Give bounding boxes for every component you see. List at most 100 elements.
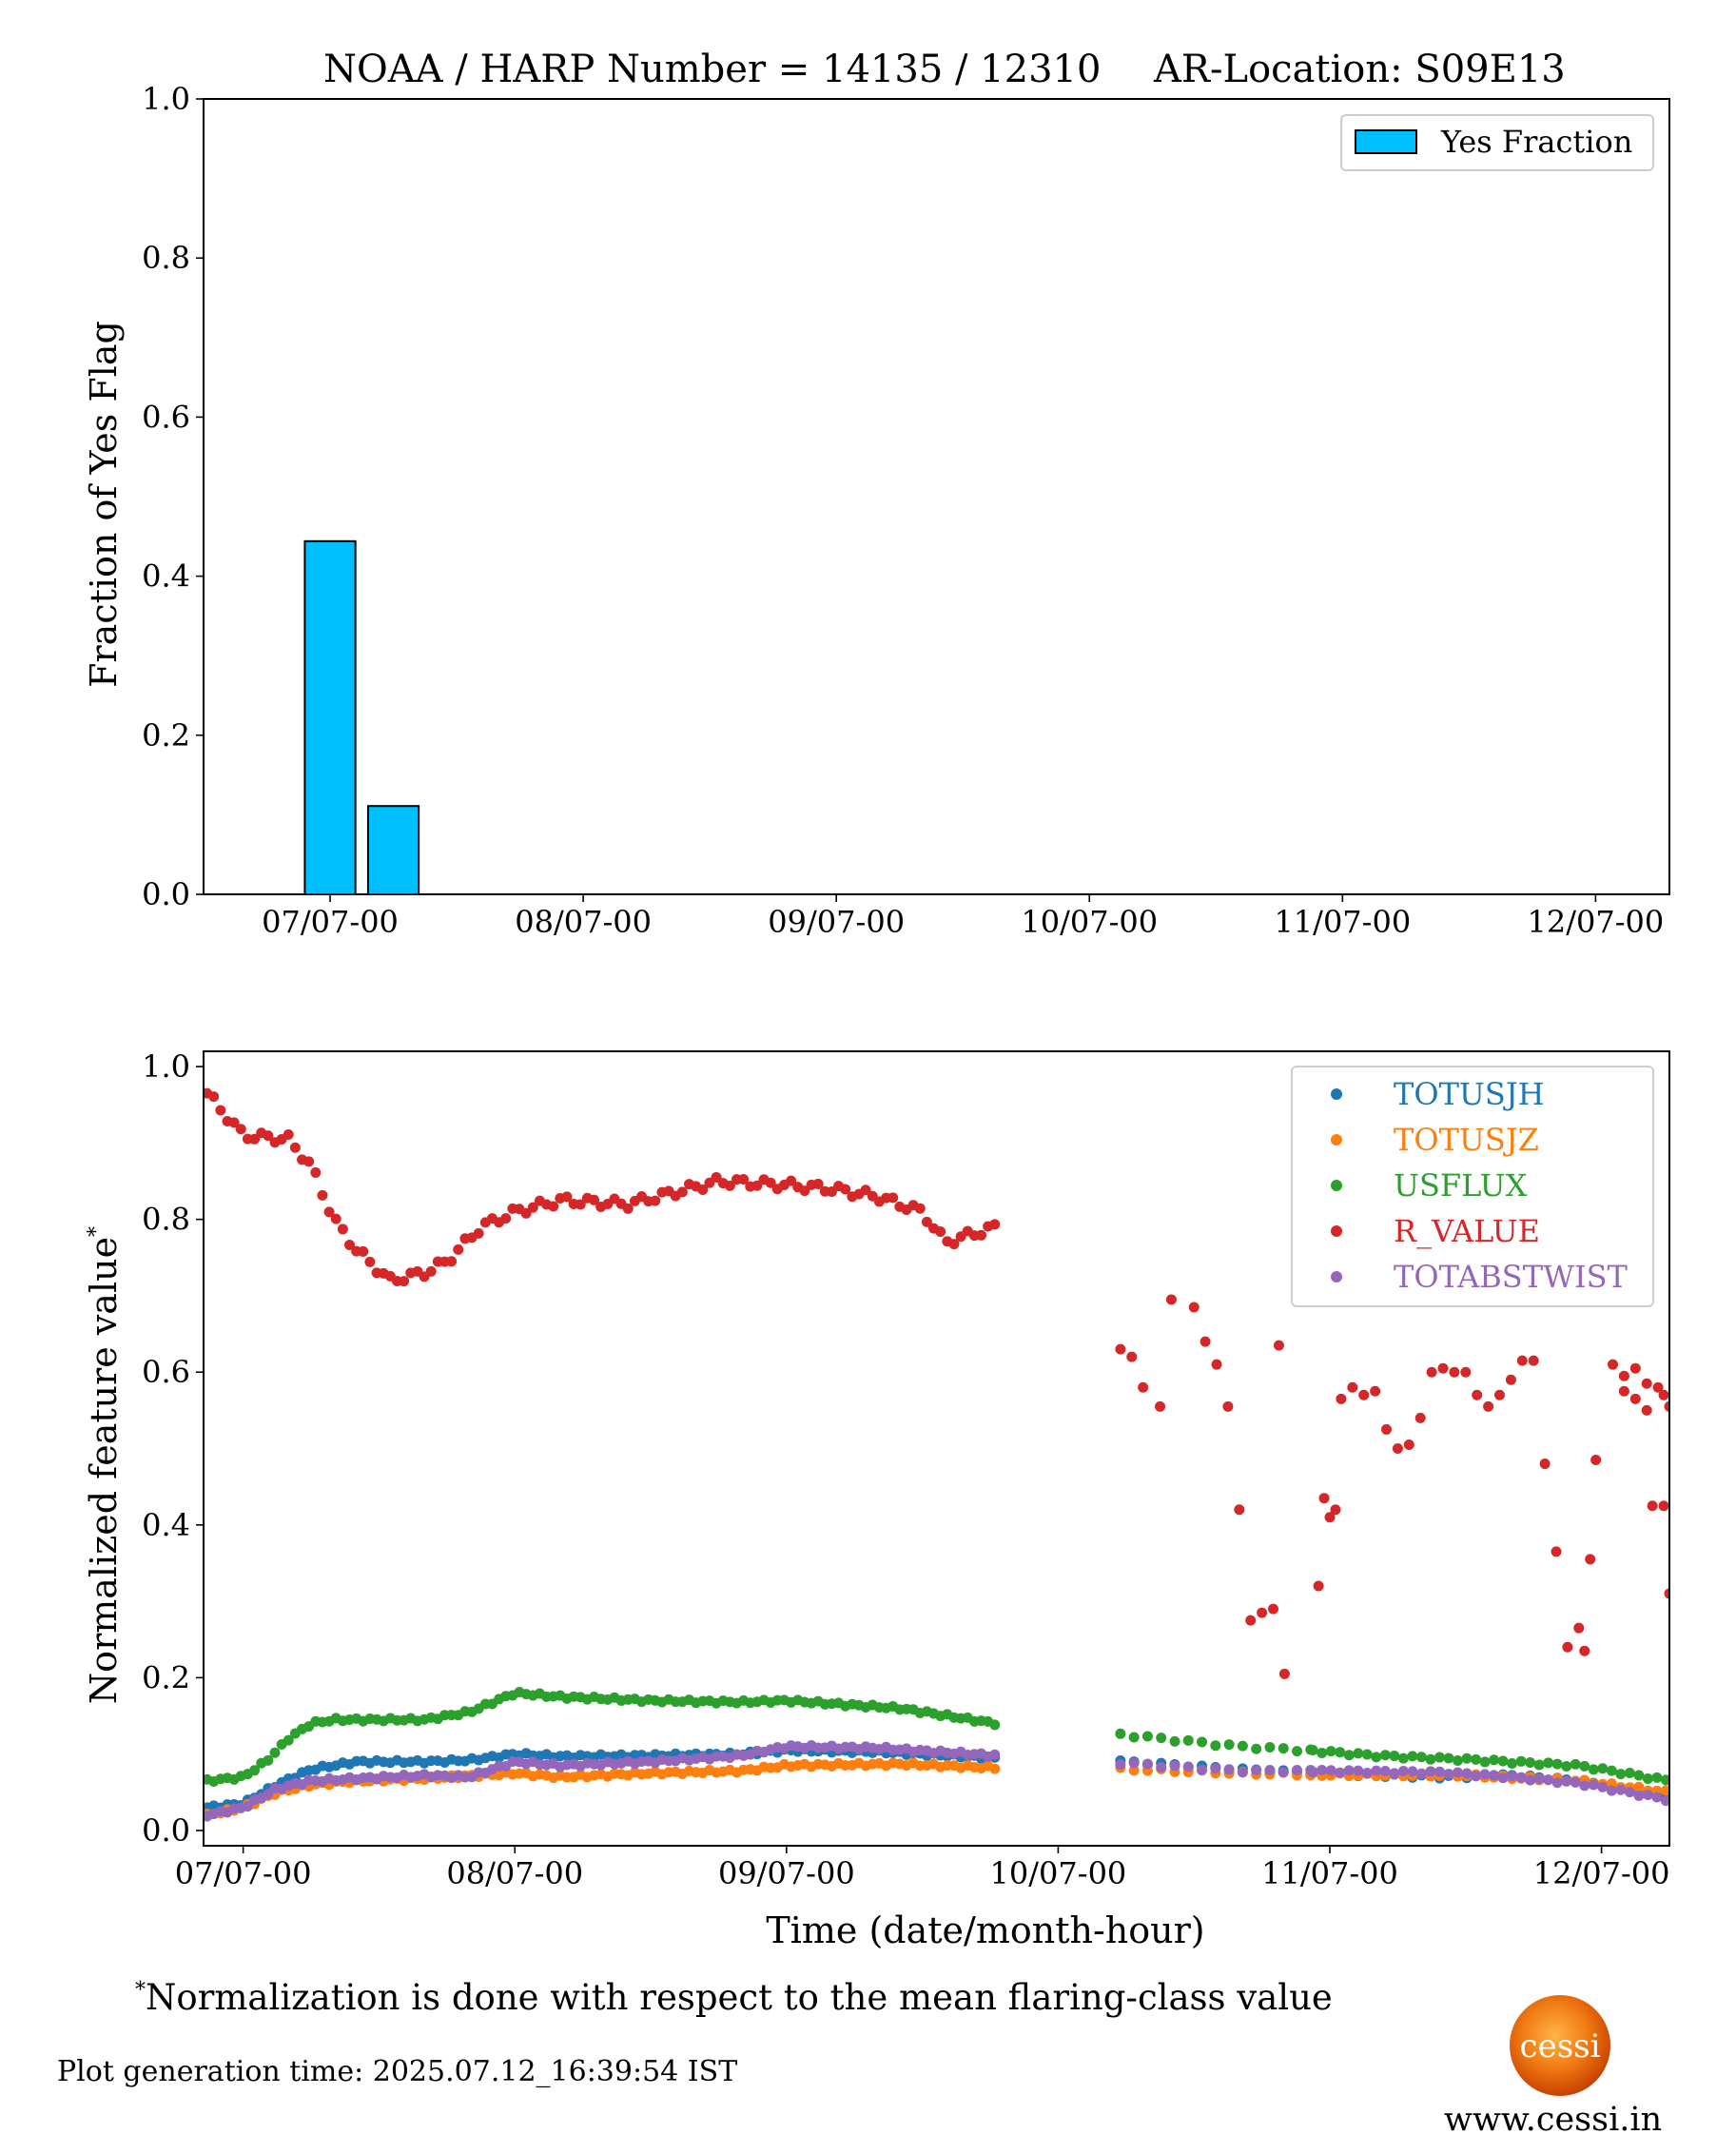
data-point	[1618, 1385, 1629, 1397]
y-axis-label-bottom: Normalized feature value*	[83, 1226, 125, 1704]
data-point	[738, 1174, 750, 1185]
data-point	[1525, 1757, 1536, 1769]
data-point	[1325, 1765, 1336, 1776]
data-point	[1222, 1400, 1234, 1412]
data-point	[1128, 1732, 1140, 1743]
data-point	[1370, 1385, 1381, 1397]
data-point	[676, 1186, 688, 1198]
data-point	[317, 1189, 328, 1201]
data-point	[1479, 1769, 1491, 1780]
data-point	[989, 1763, 1001, 1774]
data-point	[1615, 1769, 1627, 1780]
data-point	[249, 1133, 261, 1145]
top-xtick-label: 12/07-00	[1528, 904, 1665, 940]
data-point	[1597, 1781, 1609, 1792]
yes-fraction-bar	[366, 805, 420, 895]
data-point	[1579, 1780, 1590, 1792]
data-point	[1528, 1355, 1539, 1366]
data-point	[1361, 1749, 1373, 1760]
data-point	[1434, 1752, 1445, 1763]
data-point	[1165, 1294, 1177, 1305]
data-point	[1449, 1366, 1460, 1378]
data-point	[575, 1199, 586, 1210]
data-point	[1257, 1607, 1268, 1618]
logo-text: cessi	[1520, 2027, 1601, 2066]
data-point	[1471, 1753, 1482, 1765]
data-point	[1182, 1734, 1194, 1746]
data-point	[215, 1105, 226, 1116]
data-point	[1658, 1500, 1669, 1512]
legend-label-yes-fraction: Yes Fraction	[1440, 124, 1632, 160]
data-point	[1210, 1763, 1221, 1774]
data-point	[724, 1180, 735, 1191]
data-point	[1353, 1765, 1364, 1776]
data-point	[269, 1747, 281, 1758]
bottom-ytick-label: 0.2	[142, 1659, 190, 1695]
data-point	[283, 1129, 294, 1141]
data-point	[1403, 1439, 1414, 1450]
data-point	[1379, 1750, 1391, 1761]
legend-swatch-yes-fraction	[1355, 129, 1417, 154]
data-point	[303, 1156, 315, 1167]
data-point	[1579, 1760, 1590, 1772]
data-point	[1460, 1366, 1472, 1378]
data-point	[1336, 1393, 1347, 1404]
data-point	[1335, 1767, 1346, 1778]
data-point	[527, 1202, 538, 1213]
top-ytick-label: 0.4	[142, 558, 190, 595]
data-point	[1539, 1459, 1551, 1470]
bottom-xtick-label: 07/07-00	[175, 1855, 312, 1891]
data-point	[589, 1194, 600, 1205]
legend-marker-r-value	[1331, 1225, 1342, 1237]
data-point	[1313, 1580, 1324, 1592]
cessi-logo: cessi	[1446, 1984, 1703, 2150]
data-point	[1525, 1774, 1536, 1786]
data-point	[235, 1124, 246, 1135]
data-point	[1223, 1764, 1235, 1775]
bottom-ytick-label: 1.0	[142, 1048, 190, 1085]
data-point	[1633, 1781, 1645, 1792]
data-point	[711, 1171, 722, 1183]
top-ytick-label: 0.0	[142, 876, 190, 912]
data-point	[1651, 1792, 1663, 1803]
series-usflux	[204, 1686, 1669, 1787]
data-point	[1264, 1741, 1276, 1753]
data-point	[473, 1227, 484, 1239]
data-point	[1343, 1765, 1355, 1776]
data-point	[208, 1091, 220, 1103]
data-point	[1641, 1404, 1652, 1416]
data-point	[1211, 1359, 1222, 1370]
data-point	[1606, 1785, 1617, 1796]
bottom-xtick-label: 12/07-00	[1533, 1855, 1670, 1891]
data-point	[1606, 1765, 1617, 1776]
data-point	[650, 1195, 661, 1206]
data-point	[1443, 1753, 1454, 1764]
data-point	[948, 1239, 960, 1250]
data-point	[1585, 1554, 1596, 1565]
bottom-xtick-label: 08/07-00	[446, 1855, 583, 1891]
data-point	[1425, 1753, 1436, 1765]
data-point	[1590, 1455, 1602, 1466]
data-point	[263, 1130, 274, 1142]
top-frame	[203, 98, 1670, 895]
top-ytick-label: 1.0	[142, 81, 190, 117]
data-point	[1126, 1351, 1138, 1362]
data-point	[500, 1213, 512, 1224]
data-point	[914, 1203, 926, 1214]
data-point	[1318, 1493, 1330, 1504]
bottom-xtick-label: 09/07-00	[718, 1855, 855, 1891]
data-point	[989, 1749, 1001, 1760]
data-point	[1278, 1668, 1290, 1679]
data-point	[358, 1245, 369, 1257]
data-point	[1292, 1746, 1303, 1757]
data-point	[1597, 1763, 1609, 1774]
data-point	[1618, 1370, 1629, 1381]
data-point	[1551, 1758, 1563, 1770]
legend-marker-usflux	[1331, 1180, 1342, 1191]
data-point	[1307, 1767, 1318, 1778]
data-point	[1155, 1400, 1166, 1412]
data-point	[1128, 1765, 1140, 1776]
sun-icon	[1510, 1995, 1610, 2096]
data-point	[1573, 1622, 1585, 1634]
